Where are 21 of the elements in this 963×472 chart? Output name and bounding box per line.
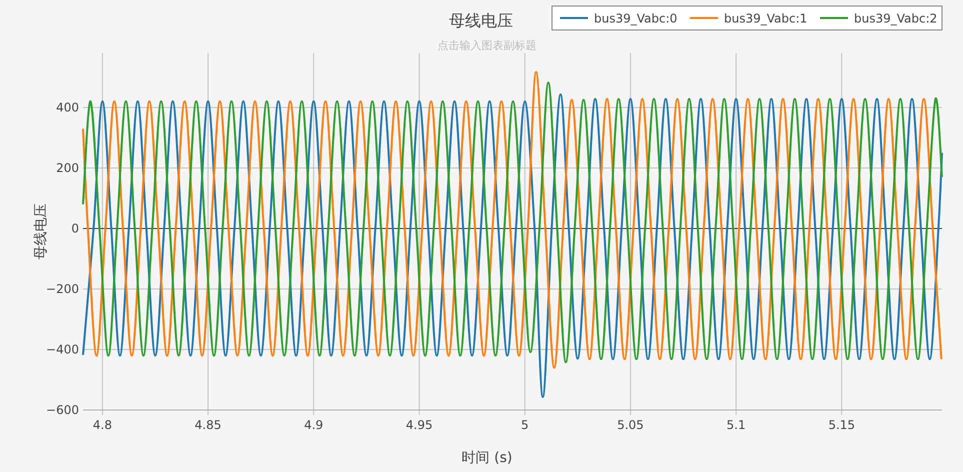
y-tick-label: −600 [46, 403, 79, 417]
legend-label: bus39_Vabc:0 [594, 12, 678, 26]
x-tick-label: 5 [521, 418, 529, 432]
y-tick-label: 200 [56, 160, 79, 175]
x-tick-label: 5.1 [726, 418, 746, 432]
x-tick-label: 5.05 [617, 418, 644, 432]
legend-label: bus39_Vabc:1 [724, 12, 808, 26]
chart-subtitle: 点击输入图表副标题 [438, 39, 536, 52]
y-tick-label: −200 [46, 282, 79, 296]
legend-label: bus39_Vabc:2 [854, 12, 938, 26]
x-tick-label: 4.95 [406, 418, 433, 432]
x-tick-label: 4.8 [92, 418, 112, 432]
y-axis-title: 母线电压 [33, 204, 49, 260]
y-tick-label: 400 [56, 100, 79, 114]
x-tick-label: 4.9 [304, 418, 324, 432]
x-tick-label: 5.15 [828, 418, 856, 432]
x-axis-title: 时间 (s) [462, 450, 512, 466]
chart-title: 母线电压 [449, 11, 513, 30]
y-tick-label: 0 [71, 221, 79, 236]
y-tick-label: −400 [46, 342, 79, 356]
x-tick-label: 4.85 [194, 418, 222, 432]
